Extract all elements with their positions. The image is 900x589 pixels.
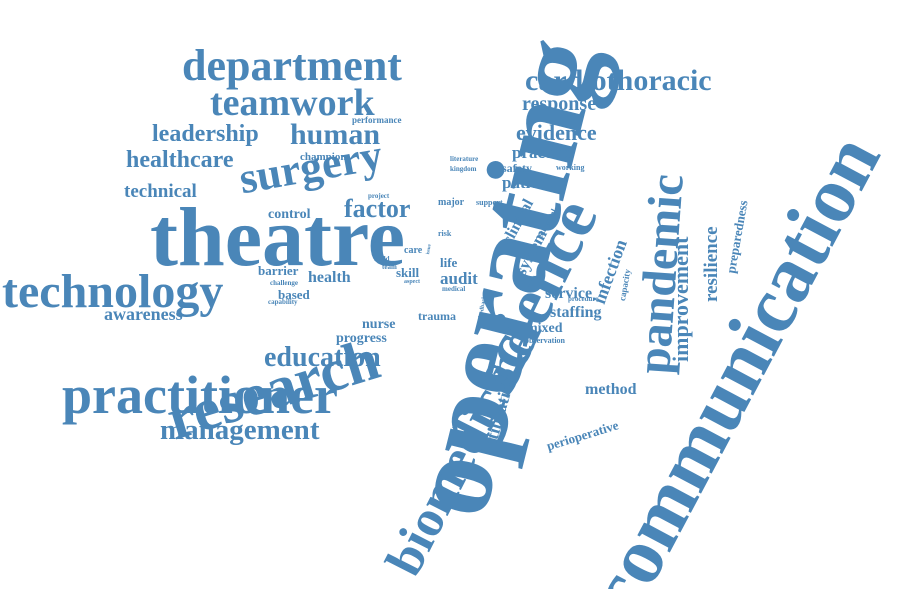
word-staffing: staffing <box>550 305 602 321</box>
word-cardiothoracic: cardiothoracic <box>525 66 712 96</box>
word-issue: issue <box>426 244 433 255</box>
word-practice: practice <box>512 144 571 161</box>
word-team: team <box>382 264 397 271</box>
word-resilience: resilience <box>702 226 721 302</box>
word-skill: skill <box>396 266 419 279</box>
word-aspect: aspect <box>404 279 420 285</box>
word-health: health <box>308 270 351 286</box>
word-project: project <box>368 193 389 200</box>
word-barrier: barrier <box>258 264 298 277</box>
word-control: control <box>268 208 311 222</box>
word-improvement: improvement <box>670 237 692 362</box>
word-awareness: awareness <box>104 305 183 323</box>
word-patient: patient <box>502 174 553 191</box>
word-performance: performance <box>352 116 401 125</box>
word-risk: risk <box>438 230 451 238</box>
word-capability: capability <box>268 299 298 306</box>
word-kingdom: kingdom <box>450 166 476 173</box>
word-mixed: mixed <box>526 322 563 336</box>
word-safety: safety <box>502 162 532 174</box>
word-life: life <box>440 256 457 269</box>
word-leadership: leadership <box>152 122 259 146</box>
word-capacity: capacity <box>618 268 632 301</box>
word-perioperative: perioperative <box>545 418 620 452</box>
word-response: response <box>522 94 596 114</box>
word-nurse: nurse <box>362 318 395 332</box>
word-technical: technical <box>124 182 197 201</box>
word-observation: observation <box>525 337 565 345</box>
word-teamwork: teamwork <box>210 84 375 122</box>
word-support: support <box>476 199 503 207</box>
word-medical: medical <box>442 286 465 293</box>
word-communication: communication <box>575 123 894 589</box>
word-literature: literature <box>450 156 478 163</box>
word-build: build <box>374 256 390 263</box>
word-champion: champion <box>300 152 346 163</box>
word-procedure: procedure <box>568 296 598 303</box>
word-working: working <box>556 164 584 172</box>
word-method: method <box>585 382 637 398</box>
word-major: major <box>438 198 464 208</box>
word-education: education <box>264 344 381 372</box>
word-evidence: evidence <box>516 122 597 144</box>
word-healthcare: healthcare <box>126 148 234 172</box>
word-progress: progress <box>336 332 387 346</box>
word-challenge: challenge <box>270 280 298 287</box>
word-management: management <box>160 416 319 445</box>
word-trauma: trauma <box>418 310 456 322</box>
word-care: care <box>404 246 422 256</box>
